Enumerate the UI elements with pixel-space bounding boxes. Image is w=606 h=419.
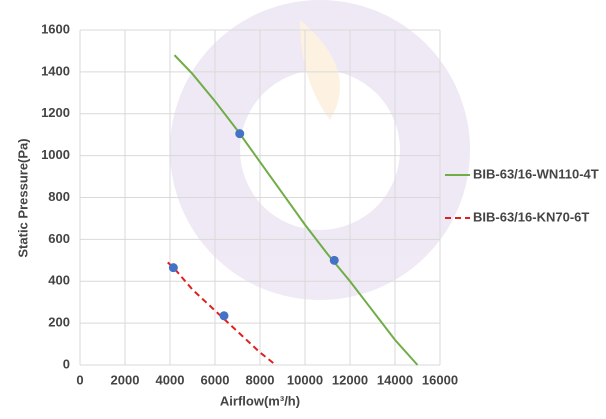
data-point bbox=[168, 263, 178, 273]
y-tick-label: 1600 bbox=[41, 21, 70, 36]
data-point bbox=[219, 311, 229, 321]
y-tick-label: 200 bbox=[48, 315, 70, 330]
y-tick-label: 800 bbox=[48, 189, 70, 204]
x-tick-label: 4000 bbox=[156, 372, 185, 387]
series-line bbox=[173, 54, 419, 366]
x-tick-label: 8000 bbox=[246, 372, 275, 387]
y-tick-label: 1000 bbox=[41, 147, 70, 162]
legend-label: BIB-63/16-KN70-6T bbox=[473, 209, 589, 224]
x-tick-label: 2000 bbox=[111, 372, 140, 387]
y-tick-label: 1400 bbox=[41, 63, 70, 78]
x-tick-label: 0 bbox=[76, 372, 83, 387]
y-tick-label: 600 bbox=[48, 231, 70, 246]
x-tick-label: 6000 bbox=[201, 372, 230, 387]
data-point bbox=[329, 255, 339, 265]
x-axis-label: Airflow(m³/h) bbox=[220, 393, 300, 408]
x-tick-label: 10000 bbox=[287, 372, 323, 387]
x-tick-label: 16000 bbox=[422, 372, 458, 387]
y-tick-label: 1200 bbox=[41, 105, 70, 120]
legend-label: BIB-63/16-WN110-4T bbox=[473, 166, 599, 181]
x-tick-label: 14000 bbox=[377, 372, 413, 387]
y-tick-label: 0 bbox=[63, 356, 70, 371]
y-axis-label: Static Pressure(Pa) bbox=[15, 138, 30, 257]
y-tick-label: 400 bbox=[48, 273, 70, 288]
data-point bbox=[235, 129, 245, 139]
x-tick-label: 12000 bbox=[332, 372, 368, 387]
